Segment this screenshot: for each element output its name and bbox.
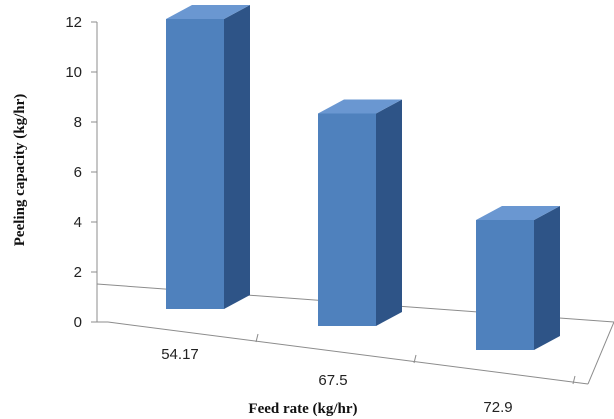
bar-side-face xyxy=(376,99,402,326)
x-tick-label: 72.9 xyxy=(483,399,512,416)
bar-front-face xyxy=(476,220,534,350)
y-tick-label: 8 xyxy=(74,114,82,131)
bar-top-face xyxy=(318,99,402,114)
y-tick-label: 6 xyxy=(74,164,82,181)
y-axis-title: Peeling capacity (kg/hr) xyxy=(12,94,28,246)
y-tick-label: 12 xyxy=(65,14,82,31)
y-tick-label: 4 xyxy=(74,214,82,231)
bar-group xyxy=(166,5,560,350)
bar-2 xyxy=(476,206,560,350)
bar-0 xyxy=(166,5,250,309)
bar-front-face xyxy=(318,113,376,326)
bar-front-face xyxy=(166,19,224,309)
bar-top-face xyxy=(166,5,250,19)
x-axis-line xyxy=(107,321,589,385)
bar-1 xyxy=(318,99,402,326)
bar-side-face xyxy=(534,206,560,350)
y-tick-label: 2 xyxy=(74,264,82,281)
y-tick-label: 0 xyxy=(74,314,82,331)
x-axis-title: Feed rate (kg/hr) xyxy=(248,401,357,417)
bar-top-face xyxy=(476,206,560,220)
x-tick-group xyxy=(255,333,576,385)
bar-side-face xyxy=(224,5,250,309)
floor-right-edge xyxy=(587,321,614,385)
x-tick-mark xyxy=(572,375,576,385)
x-tick-mark xyxy=(255,333,259,343)
y-tick-label: 10 xyxy=(65,64,82,81)
x-tick-label: 54.17 xyxy=(161,346,199,363)
x-label-group: 54.17 67.5 72.9 xyxy=(161,346,512,416)
y-tick-group: 0 2 4 6 8 10 12 xyxy=(65,14,97,331)
x-tick-mark xyxy=(413,354,417,364)
x-tick-label: 67.5 xyxy=(318,372,347,389)
